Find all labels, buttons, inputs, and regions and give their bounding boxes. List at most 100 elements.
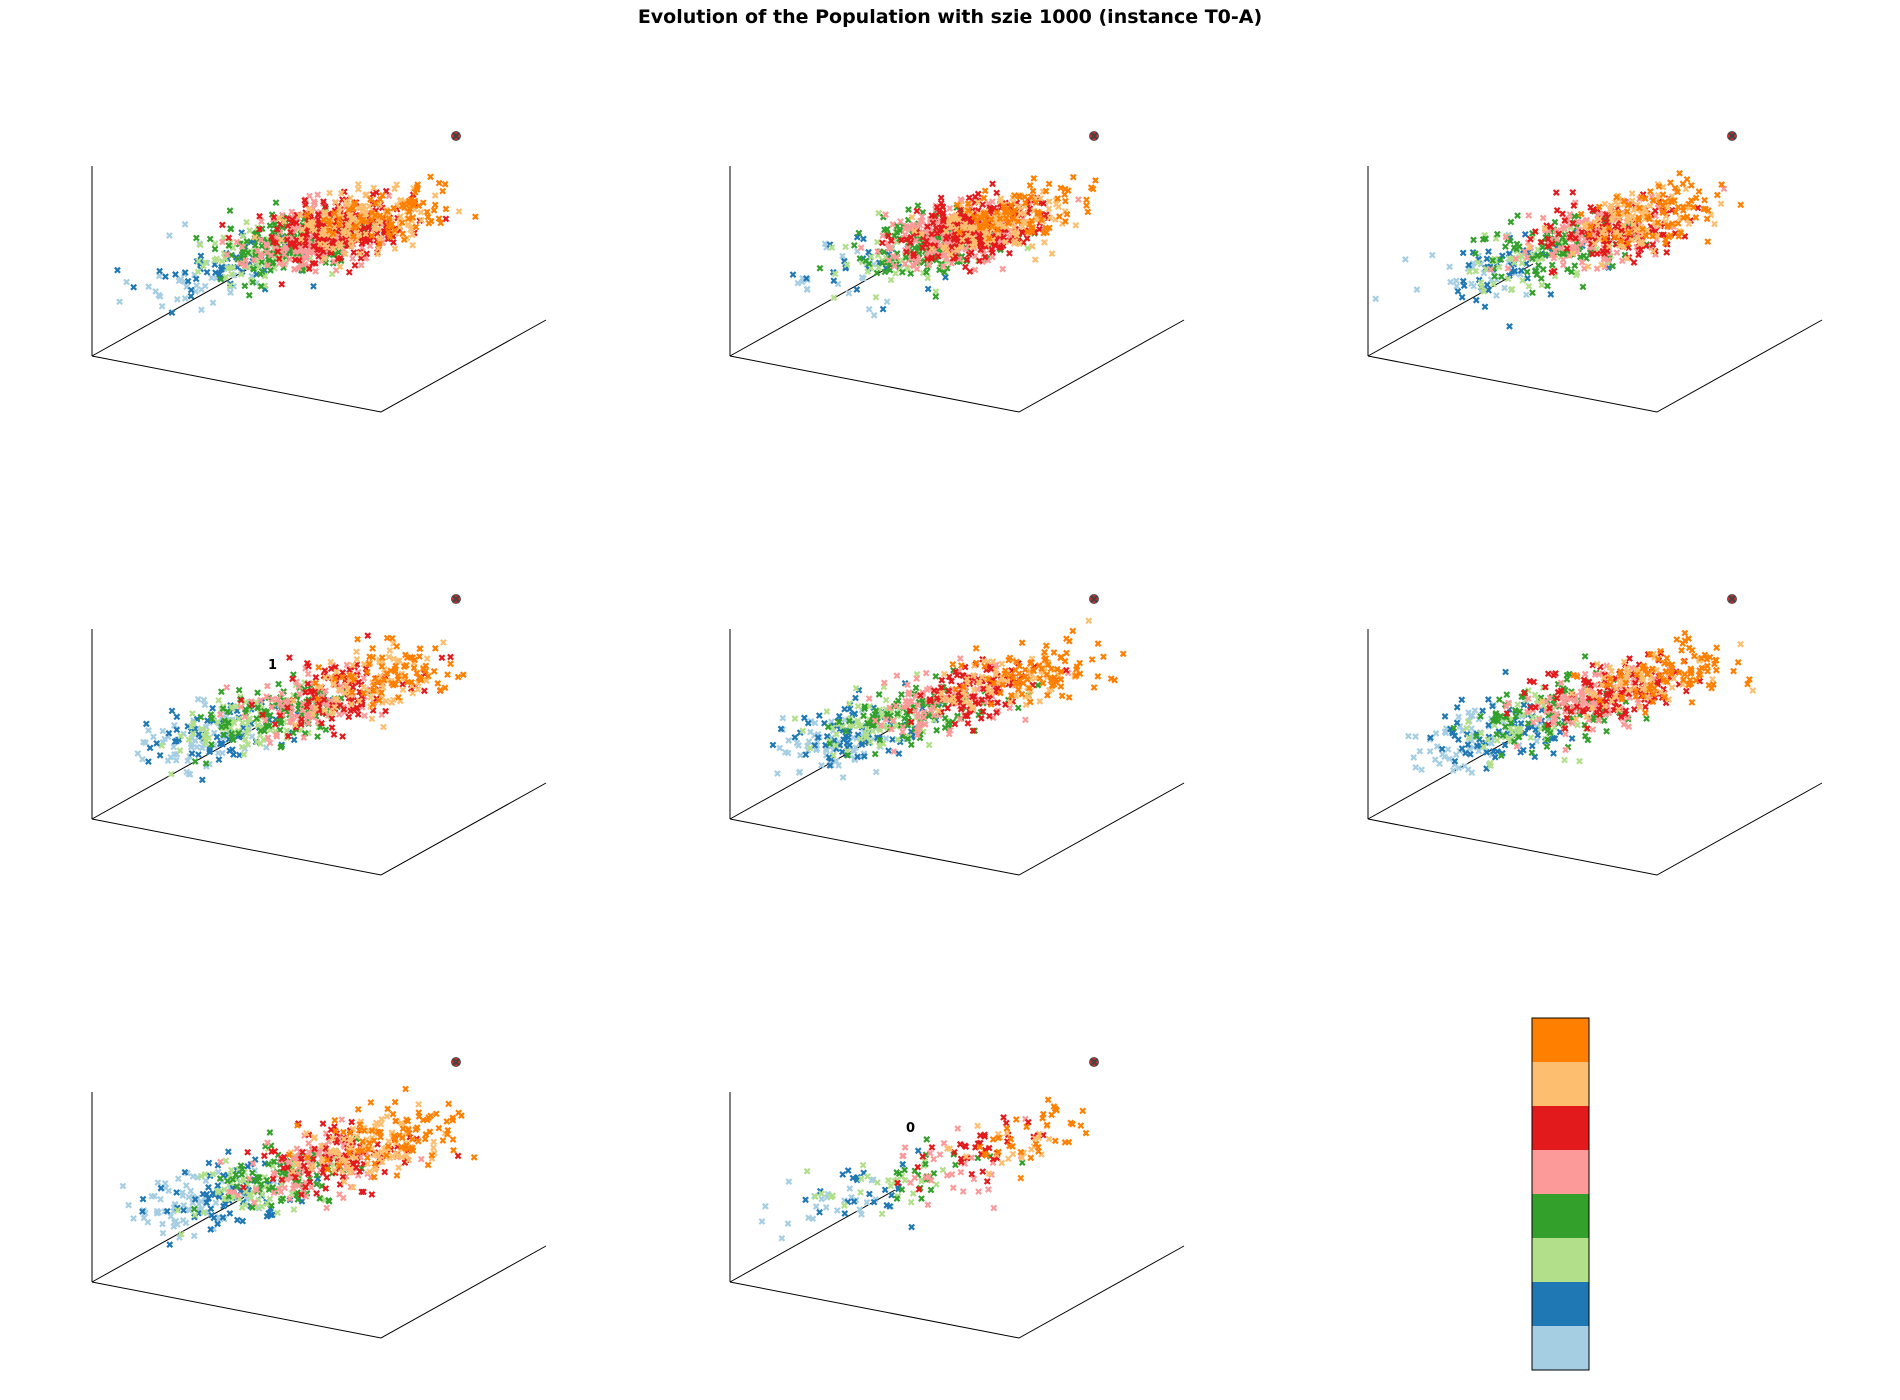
data-point — [280, 218, 288, 225]
data-point — [913, 675, 921, 683]
data-point — [320, 216, 328, 224]
data-point — [981, 187, 989, 195]
data-point — [841, 705, 848, 713]
data-point — [898, 268, 906, 276]
data-point — [301, 197, 309, 204]
data-point — [860, 712, 867, 720]
data-point — [320, 228, 327, 235]
data-point — [382, 707, 389, 715]
data-point — [310, 198, 318, 205]
data-point — [966, 268, 974, 275]
data-point — [1618, 257, 1626, 265]
data-point — [226, 207, 234, 215]
data-point — [1529, 289, 1536, 297]
data-point — [363, 250, 371, 258]
data-point — [350, 249, 358, 256]
data-point — [1704, 667, 1711, 675]
data-point — [933, 726, 941, 734]
data-point — [887, 276, 895, 284]
data-point — [197, 252, 205, 260]
data-point — [791, 715, 799, 722]
data-point — [1022, 716, 1029, 724]
data-point — [261, 272, 269, 280]
data-point — [374, 250, 382, 258]
data-point — [293, 236, 300, 244]
data-point — [1018, 639, 1026, 647]
data-point — [801, 714, 808, 722]
data-point — [239, 1217, 247, 1225]
data-point — [1717, 200, 1725, 208]
data-point — [839, 252, 846, 260]
data-point — [1713, 191, 1721, 199]
data-point — [405, 197, 413, 205]
data-point — [278, 280, 286, 288]
data-point — [214, 1182, 222, 1189]
data-point — [190, 1232, 198, 1240]
data-point — [217, 275, 225, 283]
data-point — [879, 232, 887, 239]
data-point — [1681, 670, 1689, 678]
data-point — [455, 208, 463, 215]
data-point — [206, 235, 214, 243]
data-point — [412, 223, 420, 231]
data-point — [1695, 188, 1703, 195]
data-point — [134, 750, 142, 757]
data-point — [1418, 766, 1425, 774]
data-point — [174, 1175, 182, 1183]
data-point — [384, 207, 391, 215]
population-points — [119, 1085, 478, 1249]
data-point — [145, 283, 153, 291]
data-point — [277, 236, 285, 244]
data-point — [874, 248, 882, 255]
data-point — [434, 680, 442, 687]
data-point — [335, 215, 343, 223]
data-point — [1444, 745, 1452, 753]
data-point — [427, 173, 434, 181]
data-point — [1058, 692, 1066, 700]
data-point — [776, 744, 784, 752]
data-point — [1630, 706, 1638, 713]
data-point — [390, 238, 397, 246]
data-point — [306, 192, 313, 200]
data-point — [305, 206, 313, 213]
data-point — [1550, 750, 1557, 757]
data-point — [287, 241, 295, 249]
data-point — [139, 1195, 147, 1203]
data-point — [1447, 278, 1454, 286]
data-point — [459, 671, 467, 679]
data-point — [803, 286, 811, 293]
data-point — [130, 283, 138, 291]
data-point — [336, 221, 343, 228]
data-point — [883, 298, 891, 306]
data-point — [1063, 649, 1070, 657]
data-point — [296, 211, 304, 219]
data-point — [823, 708, 831, 715]
data-point — [1533, 737, 1541, 745]
data-point — [835, 712, 843, 720]
data-point — [172, 756, 180, 764]
data-point — [312, 267, 319, 275]
data-point — [344, 200, 351, 207]
data-point — [187, 1187, 195, 1195]
data-point — [1455, 736, 1462, 743]
data-point — [243, 238, 251, 245]
data-point — [885, 747, 892, 755]
data-point — [1667, 179, 1674, 187]
data-point — [948, 260, 955, 267]
data-point — [347, 215, 355, 223]
data-point — [360, 683, 367, 691]
data-point — [139, 755, 146, 763]
data-point — [956, 655, 964, 662]
data-point — [331, 209, 338, 217]
data-point — [329, 240, 337, 247]
data-point — [239, 249, 247, 256]
data-point — [214, 749, 222, 757]
data-point — [442, 215, 450, 223]
data-point — [339, 733, 346, 740]
data-point — [241, 736, 249, 743]
data-point — [914, 202, 922, 209]
data-point — [266, 739, 274, 747]
data-point — [871, 750, 879, 758]
data-point — [431, 201, 439, 209]
data-point — [272, 199, 280, 206]
